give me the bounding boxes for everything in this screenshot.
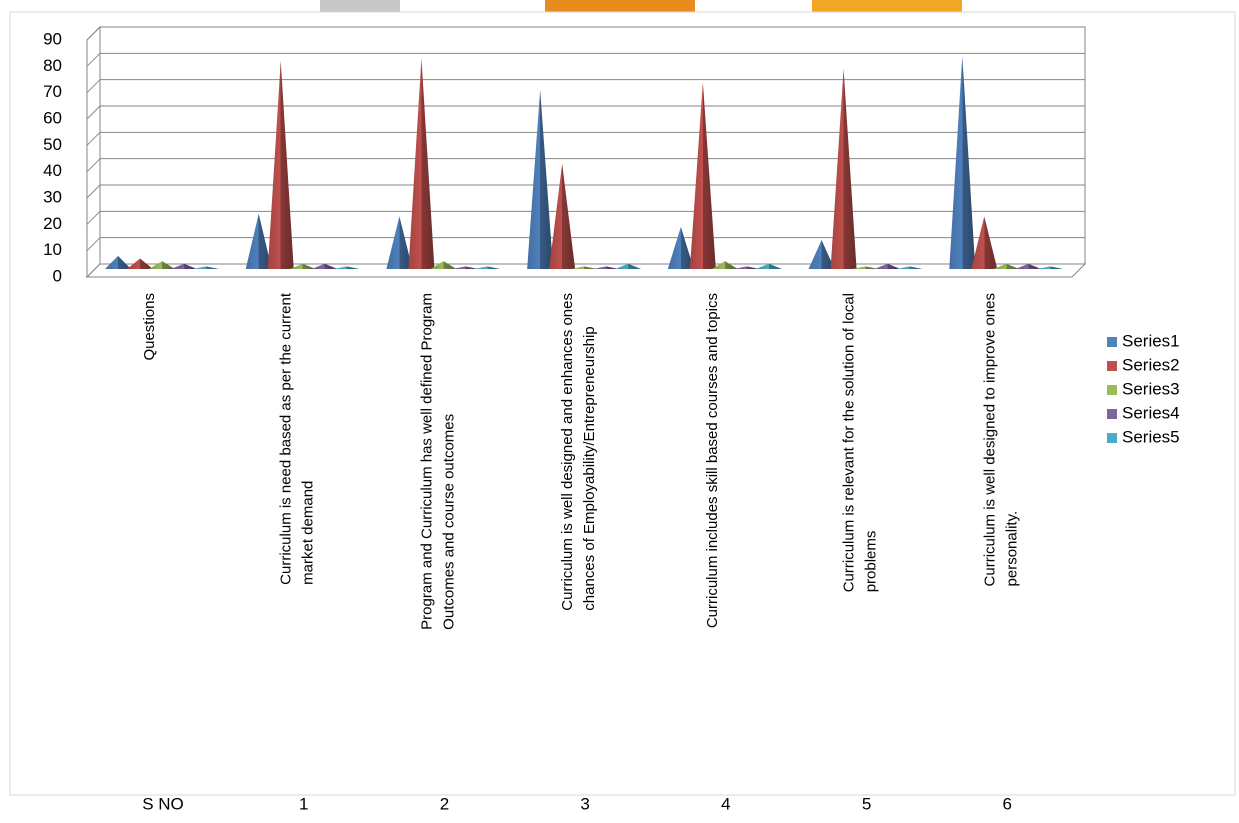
y-tick-label: 70 bbox=[43, 82, 62, 101]
secondary-category-label: 3 bbox=[580, 794, 589, 813]
cone bbox=[593, 266, 620, 269]
secondary-category-label: 1 bbox=[299, 794, 308, 813]
cone bbox=[949, 55, 976, 270]
cone bbox=[711, 261, 738, 269]
y-tick-label: 0 bbox=[53, 266, 62, 285]
grid-line bbox=[86, 184, 101, 199]
cone bbox=[549, 163, 576, 269]
grid-line bbox=[86, 52, 101, 67]
grid-line bbox=[86, 26, 101, 41]
legend-swatch bbox=[1107, 337, 1117, 347]
cone bbox=[333, 266, 360, 269]
y-tick-label: 20 bbox=[43, 214, 62, 233]
legend-label: Series4 bbox=[1122, 403, 1180, 422]
cone bbox=[1015, 263, 1042, 269]
header-image-fragment bbox=[812, 0, 962, 12]
cone bbox=[289, 263, 316, 269]
floor bbox=[85, 263, 1087, 278]
x-tick-label: personality. bbox=[1003, 511, 1020, 587]
legend-swatch bbox=[1107, 409, 1117, 419]
cone bbox=[311, 263, 338, 269]
legend-label: Series5 bbox=[1122, 427, 1180, 446]
cone bbox=[267, 60, 294, 269]
secondary-category-label: 5 bbox=[862, 794, 871, 813]
legend-swatch bbox=[1107, 433, 1117, 443]
cone bbox=[571, 266, 598, 269]
legend-swatch bbox=[1107, 385, 1117, 395]
cone bbox=[430, 261, 457, 269]
x-tick-label: Curriculum is need based as per the curr… bbox=[278, 292, 295, 585]
grid-line bbox=[86, 158, 101, 173]
secondary-category-label: 6 bbox=[1003, 794, 1012, 813]
x-tick-label: Curriculum is well designed and enhances… bbox=[559, 293, 576, 611]
cone bbox=[171, 263, 197, 269]
cone bbox=[667, 226, 694, 269]
cone bbox=[527, 89, 554, 269]
cone bbox=[755, 263, 782, 269]
legend-label: Series2 bbox=[1122, 355, 1180, 374]
x-tick-label: chances of Employability/Entrepreneurshi… bbox=[581, 326, 598, 610]
cone bbox=[896, 266, 923, 269]
y-tick-label: 30 bbox=[43, 187, 62, 206]
grid-line bbox=[86, 79, 101, 94]
cone bbox=[193, 266, 219, 269]
y-tick-label: 80 bbox=[43, 56, 62, 75]
chart-border bbox=[9, 11, 1236, 796]
cone bbox=[689, 82, 716, 270]
cone bbox=[105, 255, 131, 269]
cone bbox=[452, 266, 479, 269]
legend-label: Series3 bbox=[1122, 379, 1180, 398]
cone bbox=[245, 213, 272, 269]
x-tick-label: Program and Curriculum has well defined … bbox=[418, 293, 435, 630]
cone bbox=[615, 263, 642, 269]
y-tick-label: 60 bbox=[43, 108, 62, 127]
x-tick-label: problems bbox=[863, 531, 880, 593]
cone bbox=[474, 266, 501, 269]
y-tick-label: 40 bbox=[43, 161, 62, 180]
cone bbox=[852, 266, 879, 269]
x-tick-label: Curriculum is well designed to improve o… bbox=[981, 293, 998, 586]
secondary-category-label: S NO bbox=[142, 794, 184, 813]
cone bbox=[808, 240, 835, 269]
cone bbox=[149, 261, 175, 269]
cone bbox=[1037, 266, 1064, 269]
y-tick-label: 90 bbox=[43, 29, 62, 48]
back-wall bbox=[99, 26, 1086, 265]
cone bbox=[386, 216, 413, 269]
legend-swatch bbox=[1107, 361, 1117, 371]
grid-line bbox=[86, 105, 101, 120]
cone bbox=[971, 216, 998, 269]
header-image-fragment bbox=[545, 0, 695, 12]
grid-line bbox=[86, 210, 101, 225]
cone bbox=[408, 58, 435, 270]
cone bbox=[993, 263, 1020, 269]
cone bbox=[127, 258, 153, 269]
legend-label: Series1 bbox=[1122, 331, 1180, 350]
cone bbox=[830, 68, 857, 269]
secondary-category-label: 4 bbox=[721, 794, 730, 813]
grid-line bbox=[86, 263, 101, 278]
grid-line bbox=[86, 237, 101, 252]
x-tick-label: Questions bbox=[141, 293, 158, 361]
cone bbox=[733, 266, 760, 269]
grid-line bbox=[86, 131, 101, 146]
x-tick-label: Outcomes and course outcomes bbox=[440, 414, 457, 630]
secondary-category-label: 2 bbox=[440, 794, 449, 813]
x-tick-label: market demand bbox=[300, 481, 317, 585]
x-tick-label: Curriculum is relevant for the solution … bbox=[841, 293, 858, 592]
y-tick-label: 10 bbox=[43, 240, 62, 259]
x-tick-label: Curriculum includes skill based courses … bbox=[704, 293, 721, 628]
cone bbox=[874, 263, 901, 269]
y-tick-label: 50 bbox=[43, 135, 62, 154]
header-image-fragment bbox=[320, 0, 400, 12]
